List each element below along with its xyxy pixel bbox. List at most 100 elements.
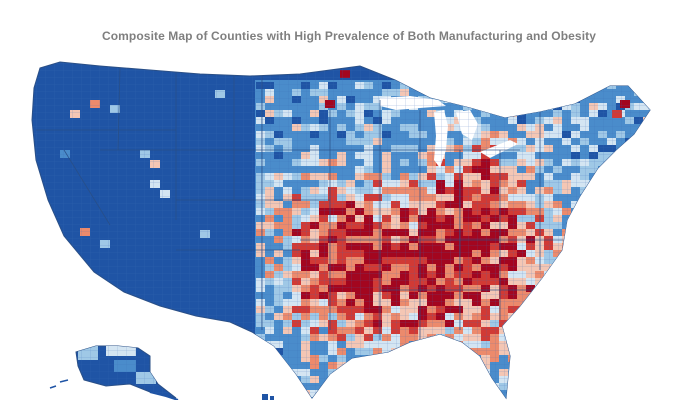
county-cell bbox=[616, 320, 625, 327]
county-cell bbox=[571, 271, 580, 278]
county-cell bbox=[634, 348, 643, 355]
county-cell bbox=[490, 390, 499, 397]
county-cell bbox=[643, 236, 650, 243]
county-cell bbox=[409, 369, 418, 376]
county-cell bbox=[598, 201, 607, 208]
county-cell bbox=[274, 362, 283, 369]
county-cell bbox=[553, 390, 562, 397]
county-cell bbox=[472, 96, 481, 103]
county-cell bbox=[634, 194, 643, 201]
county-cell bbox=[607, 341, 616, 348]
county-cell bbox=[526, 362, 535, 369]
county-cell bbox=[625, 187, 634, 194]
county-cell bbox=[634, 320, 643, 327]
county-cell bbox=[616, 271, 625, 278]
county-cell bbox=[553, 278, 562, 285]
county-cell bbox=[625, 313, 634, 320]
county-cell bbox=[562, 327, 571, 334]
county-cell bbox=[382, 362, 391, 369]
county-cell bbox=[634, 138, 643, 145]
county-cell bbox=[544, 334, 553, 341]
county-cell bbox=[589, 194, 598, 201]
county-cell bbox=[463, 362, 472, 369]
county-cell bbox=[544, 376, 553, 383]
county-cell bbox=[499, 82, 508, 89]
county-cell bbox=[598, 257, 607, 264]
county-cell bbox=[580, 201, 589, 208]
county-cell bbox=[643, 243, 650, 250]
county-cell bbox=[616, 299, 625, 306]
county-cell bbox=[616, 362, 625, 369]
county-cell bbox=[418, 82, 427, 89]
county-cell bbox=[616, 180, 625, 187]
county-cell bbox=[589, 383, 598, 390]
county-cell bbox=[580, 341, 589, 348]
county-cell bbox=[580, 306, 589, 313]
county-cell bbox=[382, 376, 391, 383]
county-cell bbox=[607, 229, 616, 236]
county-cell bbox=[589, 376, 598, 383]
county-cell bbox=[598, 383, 607, 390]
county-cell bbox=[643, 138, 650, 145]
county-cell bbox=[526, 348, 535, 355]
county-cell bbox=[544, 89, 553, 96]
county-cell bbox=[346, 383, 355, 390]
county-cell bbox=[607, 264, 616, 271]
county-cell bbox=[544, 278, 553, 285]
county-cell bbox=[436, 89, 445, 96]
county-cell bbox=[616, 243, 625, 250]
county-cell bbox=[598, 278, 607, 285]
county-cell bbox=[571, 299, 580, 306]
county-cell bbox=[472, 369, 481, 376]
county-cell bbox=[472, 82, 481, 89]
county-cell bbox=[337, 376, 346, 383]
county-cell bbox=[616, 264, 625, 271]
county-cell bbox=[589, 229, 598, 236]
county-cell bbox=[616, 250, 625, 257]
county-cell bbox=[445, 390, 454, 397]
county-cell bbox=[634, 180, 643, 187]
county-cell bbox=[616, 313, 625, 320]
county-cell bbox=[544, 285, 553, 292]
county-cell bbox=[535, 341, 544, 348]
county-cell bbox=[418, 355, 427, 362]
county-cell bbox=[319, 390, 328, 397]
county-cell bbox=[400, 369, 409, 376]
county-cell bbox=[589, 369, 598, 376]
county-cell bbox=[364, 369, 373, 376]
county-cell bbox=[256, 369, 265, 376]
county-cell bbox=[544, 383, 553, 390]
county-cell bbox=[472, 390, 481, 397]
county-cell bbox=[544, 292, 553, 299]
county-cell bbox=[589, 313, 598, 320]
county-cell bbox=[598, 390, 607, 397]
county-cell bbox=[607, 180, 616, 187]
county-cell bbox=[580, 236, 589, 243]
county-cell bbox=[571, 236, 580, 243]
county-cell bbox=[472, 89, 481, 96]
county-cell bbox=[607, 236, 616, 243]
county-cell bbox=[391, 376, 400, 383]
county-cell bbox=[598, 264, 607, 271]
county-cell bbox=[481, 383, 490, 390]
county-cell bbox=[436, 383, 445, 390]
county-cell bbox=[535, 285, 544, 292]
county-cell bbox=[643, 390, 650, 397]
county-cell bbox=[328, 390, 337, 397]
county-cell bbox=[454, 96, 463, 103]
county-cell bbox=[427, 376, 436, 383]
county-cell bbox=[508, 96, 517, 103]
county-cell bbox=[634, 306, 643, 313]
county-cell bbox=[409, 376, 418, 383]
county-cell bbox=[283, 383, 292, 390]
county-cell bbox=[589, 243, 598, 250]
county-cell bbox=[589, 271, 598, 278]
county-cell bbox=[598, 236, 607, 243]
county-cell bbox=[607, 166, 616, 173]
county-cell bbox=[562, 292, 571, 299]
county-cell bbox=[454, 390, 463, 397]
county-cell bbox=[400, 390, 409, 397]
county-cell bbox=[562, 390, 571, 397]
county-cell bbox=[589, 187, 598, 194]
